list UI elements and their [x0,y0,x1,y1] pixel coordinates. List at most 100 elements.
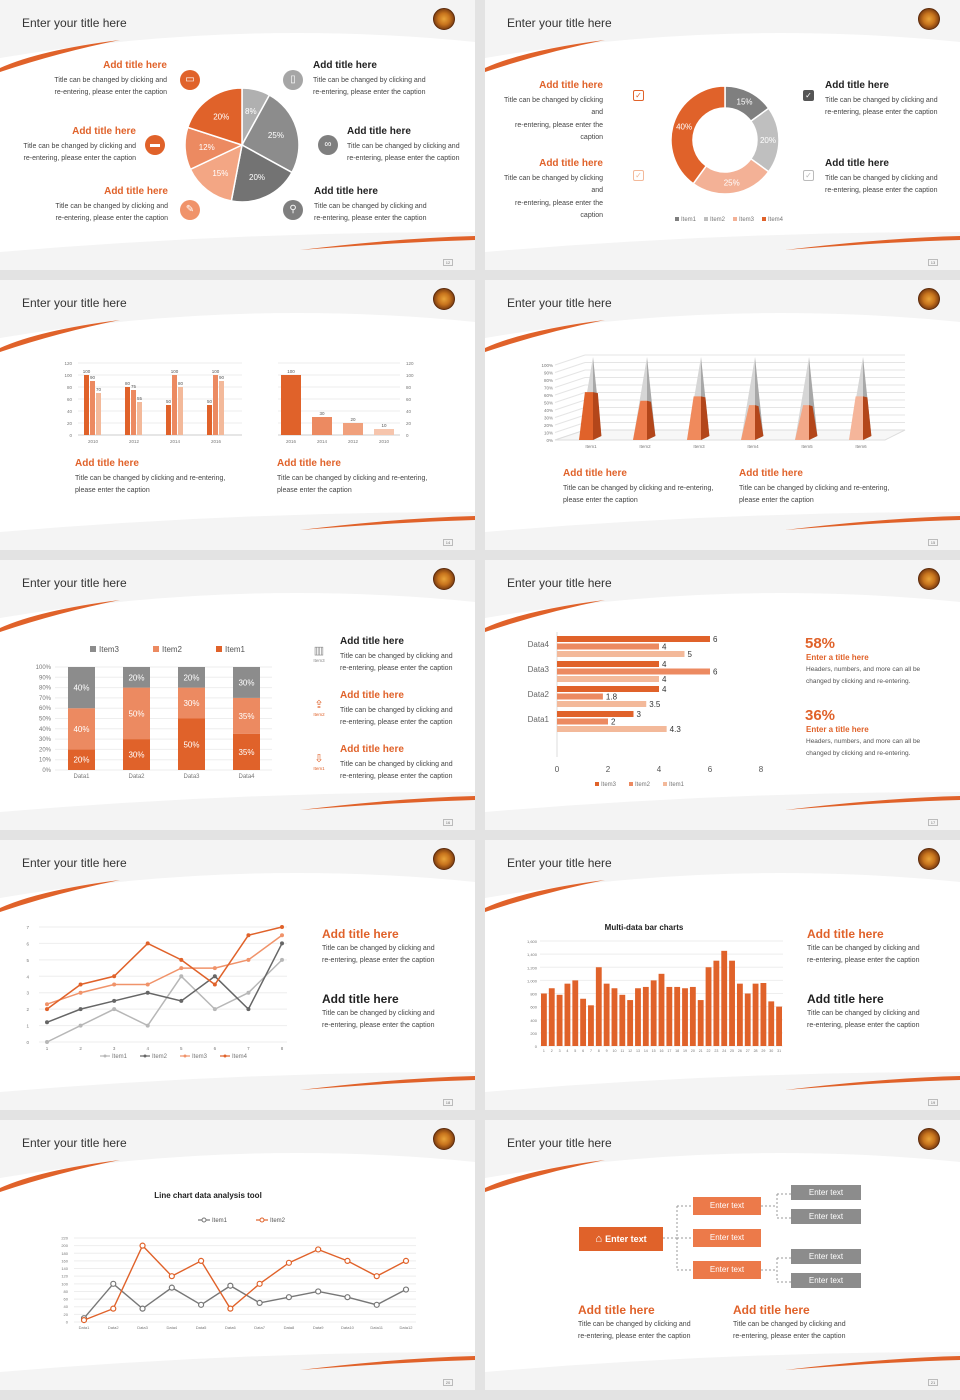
checkbox-checked-icon[interactable]: ✓ [803,170,814,181]
stat-percentage: 58% [805,635,836,652]
data-point [145,941,150,946]
university-logo [918,8,940,30]
tick-label: 50% [39,717,52,723]
checkbox-checked-icon[interactable]: ✓ [633,90,644,101]
data-point [280,957,284,962]
tick-label: Data7 [254,1325,265,1330]
orange-swoosh-bottom [300,236,475,250]
mid-box[interactable]: Enter text [693,1197,761,1215]
tick-label: Data4 [166,1325,177,1330]
data-point [112,1007,117,1012]
legend-label: Item1 [112,1054,128,1060]
category-label: 31 [777,1049,781,1053]
data-point [110,1305,117,1312]
data-point [145,1023,150,1028]
data-point [78,990,83,995]
data-point [45,1020,49,1025]
header-band [0,280,475,338]
slide-title: Enter your title here [507,296,612,310]
legend-label: Item3 [739,217,755,223]
caption-line: Title can be changed by clicking and [733,1320,846,1328]
caption-line: Title can be changed by clicking and [23,142,136,150]
bar-value: 3 [637,710,642,719]
bar [557,718,608,725]
stat-percentage: 36% [805,707,836,724]
bar-value: 100 [287,369,295,374]
bar-value: 6 [713,635,718,644]
block-title: Add title here [539,80,603,91]
caption-line: Title can be changed by clicking and [504,174,603,195]
bar [219,381,224,435]
bar [697,1000,704,1046]
tick-label: 20 [64,1312,69,1317]
pie-label: 20% [249,173,265,182]
legend-marker [103,1054,107,1058]
category-label: 11 [620,1049,624,1053]
bar [564,983,571,1046]
checkbox-checked-icon[interactable]: ✓ [633,170,644,181]
root-box[interactable]: ⌂ Enter text [579,1227,663,1251]
bar [729,960,735,1046]
data-point [373,1301,380,1308]
caption-line: re-entering, please enter the caption [55,215,168,222]
slide-8: Enter your title here 19 Multi-data bar ch… [485,840,960,1110]
header-band [0,840,475,898]
orange-swoosh-bottom [785,516,960,530]
data-point [110,1280,117,1287]
legend-marker [183,1054,187,1058]
data-point [315,1246,322,1253]
slide-5: Enter your title here 16 0% 10% 20% 30% 40% 50%… [0,560,475,830]
tick-label: 400 [530,1018,537,1023]
segment-label: 30% [128,751,144,760]
tick-label: 1 [26,1024,29,1029]
bar [768,1001,775,1046]
text-block-left-1: Add title here Title can be changed by cl… [495,80,603,145]
bar [658,973,665,1046]
pie-label: 12% [199,143,215,152]
slide-background [485,0,960,270]
caption-line: re-entering, please enter the caption [733,1333,846,1340]
text-block-right-2: Add title here Title can be changed by cl… [825,158,945,198]
mid-box[interactable]: Enter text [693,1261,761,1279]
pie-label: 25% [268,131,284,140]
chart-title: Multi-data bar charts [605,923,684,932]
leaf-box[interactable]: Enter text [791,1273,861,1288]
data-point [80,1316,88,1324]
bar-value: 75 [131,384,137,389]
block-title: Add title here [340,744,404,755]
category-label: 2010 [379,439,390,444]
bar [178,387,183,435]
text-block-3: Add title here Title can be changed by cl… [340,744,460,784]
leaf-box[interactable]: Enter text [791,1209,861,1224]
icon-caption: Item2 [313,712,325,717]
footer-band [0,232,475,270]
stat-text: Headers, numbers, and more can all be [806,666,921,673]
caption-line: Title can be changed by clicking and [55,202,168,210]
block-title: Add title here [347,126,411,137]
data-point [256,1299,263,1307]
leaf-box[interactable]: Enter text [791,1185,861,1200]
slide-background [0,560,475,830]
mid-box[interactable]: Enter text [693,1229,761,1247]
gridline [554,422,586,433]
bar [137,402,142,435]
pyramid-fill-side [593,392,602,440]
caption-line: Title can be changed by clicking and [313,76,426,84]
category-label: 2012 [129,439,140,444]
segment-label: 35% [238,712,254,721]
checkbox-checked-icon[interactable]: ✓ [803,90,814,101]
data-point [246,990,251,995]
tick-label: 80 [64,1289,69,1294]
footer-band [485,232,960,270]
tick-label: 200 [61,1243,68,1248]
header-band [485,280,960,338]
category-label: Data2 [128,774,145,780]
data-point [227,1305,234,1312]
document-icon: ✎ [180,200,200,220]
bar [650,980,657,1046]
tick-label: 4 [26,974,29,979]
leaf-box[interactable]: Enter text [791,1249,861,1264]
category-label: 14 [644,1049,648,1053]
bar [557,711,634,717]
